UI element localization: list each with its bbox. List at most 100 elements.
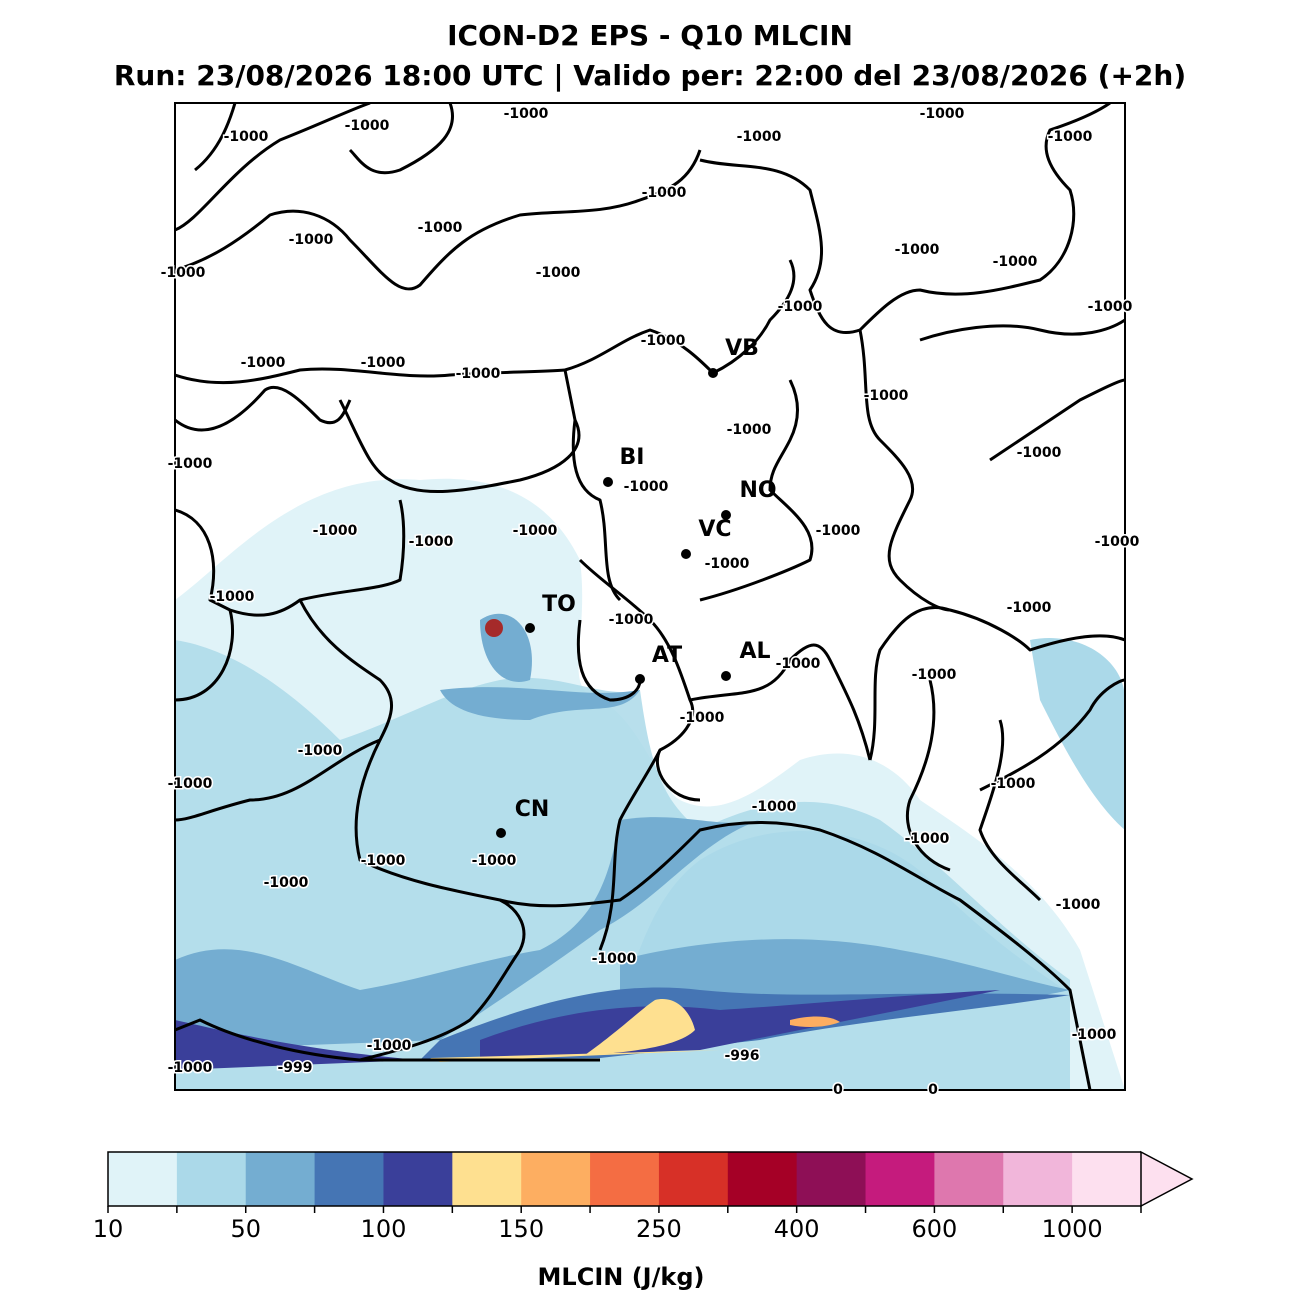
contour-label: -1000 — [991, 776, 1036, 792]
contour-label: -1000 — [472, 853, 517, 869]
colorbar-tick-label: 400 — [774, 1215, 820, 1243]
colorbar-segment — [245, 1152, 316, 1206]
contour-label: -1000 — [624, 479, 669, 495]
contour-label: -1000 — [168, 1060, 213, 1076]
contour-label: -1000 — [168, 776, 213, 792]
contour-label: 0 — [928, 1082, 938, 1098]
city-dot — [635, 674, 645, 684]
contour-label: -1000 — [776, 656, 821, 672]
colorbar-tick-label: 600 — [911, 1215, 957, 1243]
contour-label: -1000 — [418, 220, 463, 236]
contour-label: -1000 — [778, 299, 823, 315]
contour-label: -1000 — [298, 743, 343, 759]
contour-label: -1000 — [727, 422, 772, 438]
contour-label: -1000 — [609, 612, 654, 628]
city-dot — [721, 671, 731, 681]
contour-label: -1000 — [367, 1038, 412, 1054]
subtitle: Run: 23/08/2026 18:00 UTC | Valido per: … — [114, 59, 1186, 92]
contour-label: -1000 — [513, 523, 558, 539]
contour-label: -1000 — [504, 106, 549, 122]
contour-label: -1000 — [864, 388, 909, 404]
city-dot — [721, 510, 731, 520]
shading — [175, 478, 1125, 1090]
map-frame — [174, 102, 1126, 1091]
colorbar-segment — [314, 1152, 384, 1206]
city-label: AL — [739, 639, 770, 664]
contour-label: -1000 — [1007, 600, 1052, 616]
contour-label: -1000 — [536, 265, 581, 281]
contour-label: -1000 — [592, 951, 637, 967]
colorbar-tick-label: 1000 — [1042, 1215, 1103, 1243]
contour-label: -1000 — [345, 118, 390, 134]
colorbar-tick-label: 10 — [93, 1215, 124, 1243]
colorbar-segment — [590, 1152, 660, 1206]
contour-label: -1000 — [313, 523, 358, 539]
colorbar-segment — [176, 1152, 247, 1206]
contour-label: -1000 — [752, 799, 797, 815]
colorbar-segment — [383, 1152, 453, 1206]
colorbar-segment — [658, 1152, 729, 1206]
colorbar-segment — [727, 1152, 798, 1206]
title: ICON-D2 EPS - Q10 MLCIN — [447, 19, 853, 52]
city-dot — [525, 623, 535, 633]
colorbar-segment — [108, 1152, 178, 1206]
contour-label: -1000 — [905, 831, 950, 847]
colorbar-label: MLCIN (J/kg) — [538, 1263, 705, 1291]
city-label: TO — [542, 592, 576, 617]
city-label: VB — [725, 336, 759, 361]
contour-label: -1000 — [1095, 534, 1140, 550]
contour-label: -1000 — [168, 456, 213, 472]
colorbar-segment — [865, 1152, 935, 1206]
contour-label: -996 — [724, 1048, 759, 1064]
contour-label: -1000 — [210, 589, 255, 605]
contour-label: -1000 — [912, 667, 957, 683]
contour-label: -1000 — [241, 355, 286, 371]
colorbar-tick-label: 250 — [636, 1215, 682, 1243]
contour-label: -1000 — [737, 129, 782, 145]
colorbar-segment — [452, 1152, 522, 1206]
city-label: VC — [698, 517, 731, 542]
colorbar-segment — [934, 1152, 1004, 1206]
contour-label: 0 — [833, 1082, 843, 1098]
contour-label: -1000 — [1048, 129, 1093, 145]
contour-label: -1000 — [264, 875, 309, 891]
map-area — [175, 103, 1125, 1090]
contour-label: -1000 — [816, 523, 861, 539]
contour-label: -999 — [277, 1060, 312, 1076]
contour-label: -1000 — [361, 355, 406, 371]
city-dot — [603, 477, 613, 487]
city-label: BI — [620, 445, 645, 470]
contour-label: -1000 — [161, 265, 206, 281]
city-dot — [708, 368, 718, 378]
colorbar-tick-label: 150 — [498, 1215, 544, 1243]
city-label: CN — [515, 797, 550, 822]
contour-label: -1000 — [641, 333, 686, 349]
colorbar-segment — [1003, 1152, 1073, 1206]
contour-label: -1000 — [456, 366, 501, 382]
contour-label: -1000 — [993, 254, 1038, 270]
colorbar-extension — [1140, 1150, 1194, 1208]
contour-label: -1000 — [1056, 897, 1101, 913]
city-label: NO — [739, 478, 776, 503]
contour-label: -1000 — [1017, 445, 1062, 461]
contour-label: -1000 — [680, 710, 725, 726]
contour-label: -1000 — [1072, 1027, 1117, 1043]
contour-label: -1000 — [289, 232, 334, 248]
location-marker — [485, 619, 503, 637]
colorbar-frame — [107, 1151, 1141, 1207]
city-dot — [681, 549, 691, 559]
contour-label: -1000 — [1088, 299, 1133, 315]
city-label: AT — [652, 643, 682, 668]
colorbar-tick-label: 100 — [361, 1215, 407, 1243]
contour-label: -1000 — [920, 106, 965, 122]
contour-label: -1000 — [224, 129, 269, 145]
colorbar-segment — [1072, 1152, 1142, 1206]
contour-label: -1000 — [642, 185, 687, 201]
contour-label: -1000 — [409, 534, 454, 550]
contour-label: -1000 — [361, 853, 406, 869]
colorbar-segment — [796, 1152, 867, 1206]
city-dot — [496, 828, 506, 838]
borders — [175, 103, 1125, 1090]
colorbar-segment — [521, 1152, 591, 1206]
